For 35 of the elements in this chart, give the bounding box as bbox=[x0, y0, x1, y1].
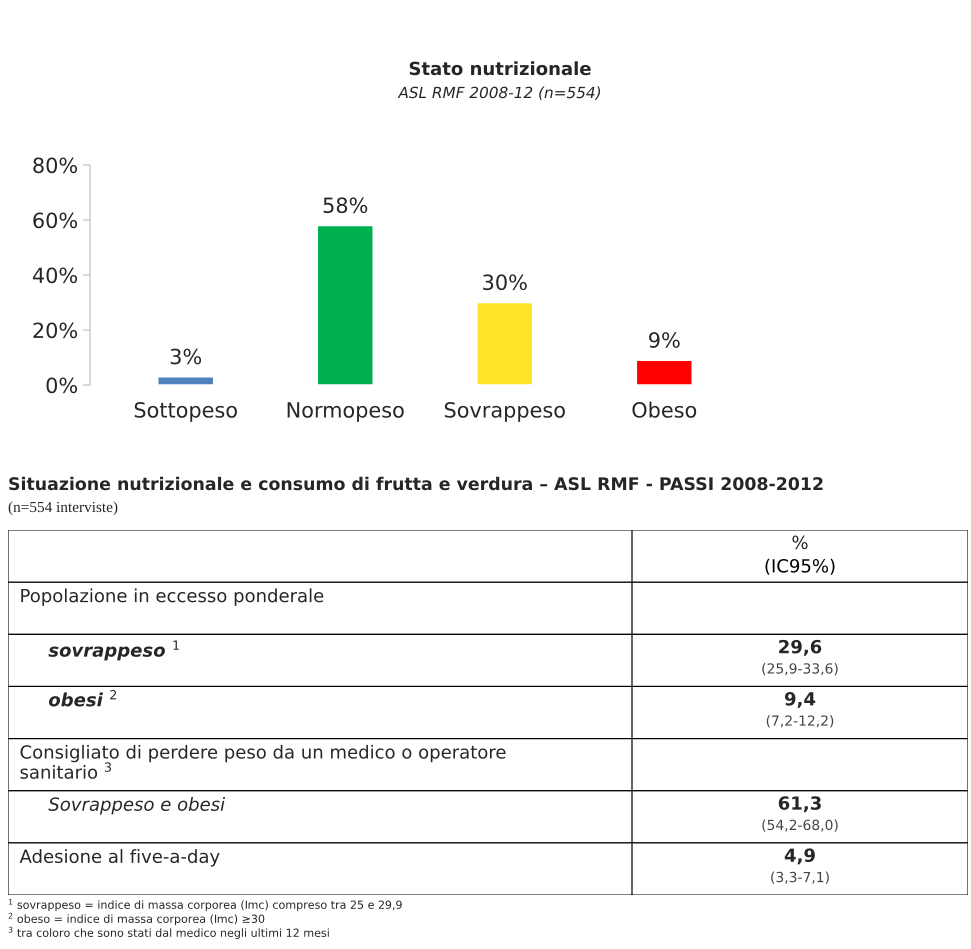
x-tick-label: Sovrappeso bbox=[444, 402, 565, 422]
text: 61,3 (54,2-68,0) bbox=[762, 796, 838, 832]
x-tick-label: Sottopeso bbox=[134, 402, 237, 422]
category-label: Sovrappeso e obesi bbox=[48, 796, 226, 814]
bar bbox=[316, 224, 374, 385]
data-label: 30% bbox=[483, 274, 527, 290]
text: $^{1}$ sovrappeso = indice di massa corporea (Imc) compreso tra 25 e 29,9 bbox=[8, 898, 402, 912]
chart-title: Stato nutrizionale bbox=[410, 61, 591, 76]
y-tick-label: 40% bbox=[32, 267, 78, 284]
y-tick-label: 80% bbox=[33, 157, 78, 174]
y-tick-label: 0% bbox=[46, 377, 78, 394]
text: Situazione nutrizionale e consumo di frutta e verdura – ASL RMF - PASSI 2008-2012 bbox=[9, 476, 823, 490]
text: $^{2}$ obeso = indice di massa corporea (Imc) ≥30 bbox=[8, 912, 264, 926]
category-label: sovrappeso $^{1}$ bbox=[48, 640, 179, 660]
category-label: Consigliato di perdere peso da un medico o operatore sanitario $^{3}$ bbox=[20, 744, 506, 779]
category-label: Adesione al five-a-day bbox=[20, 849, 220, 867]
x-tick-label: Obeso bbox=[632, 402, 696, 418]
text: 29,6 (25,9-33,6) bbox=[762, 640, 838, 676]
y-tick-label: 20% bbox=[33, 322, 78, 338]
category-label: obesi $^{2}$ bbox=[48, 690, 116, 707]
bar bbox=[636, 360, 693, 385]
text: (n=554 interviste) bbox=[8, 501, 118, 516]
text: $^{3}$ tra coloro che sono stati dal medico negli ultimi 12 mesi bbox=[8, 926, 329, 940]
text: % (IC95%) bbox=[765, 536, 835, 575]
data-label: 9% bbox=[649, 332, 680, 348]
text: 9,4 (7,2-12,2) bbox=[766, 692, 834, 728]
x-tick-label: Normopeso bbox=[288, 402, 404, 422]
text: 4,9 (3,3-7,1) bbox=[771, 848, 829, 884]
data-label: 3% bbox=[170, 348, 202, 364]
category-label: Popolazione in eccesso ponderale bbox=[21, 588, 324, 606]
bar bbox=[476, 302, 534, 385]
bar bbox=[157, 376, 214, 385]
chart-subtitle: ASL RMF 2008-12 (n=554) bbox=[398, 86, 600, 100]
y-tick-label: 60% bbox=[33, 212, 78, 228]
data-label: 58% bbox=[324, 197, 368, 214]
